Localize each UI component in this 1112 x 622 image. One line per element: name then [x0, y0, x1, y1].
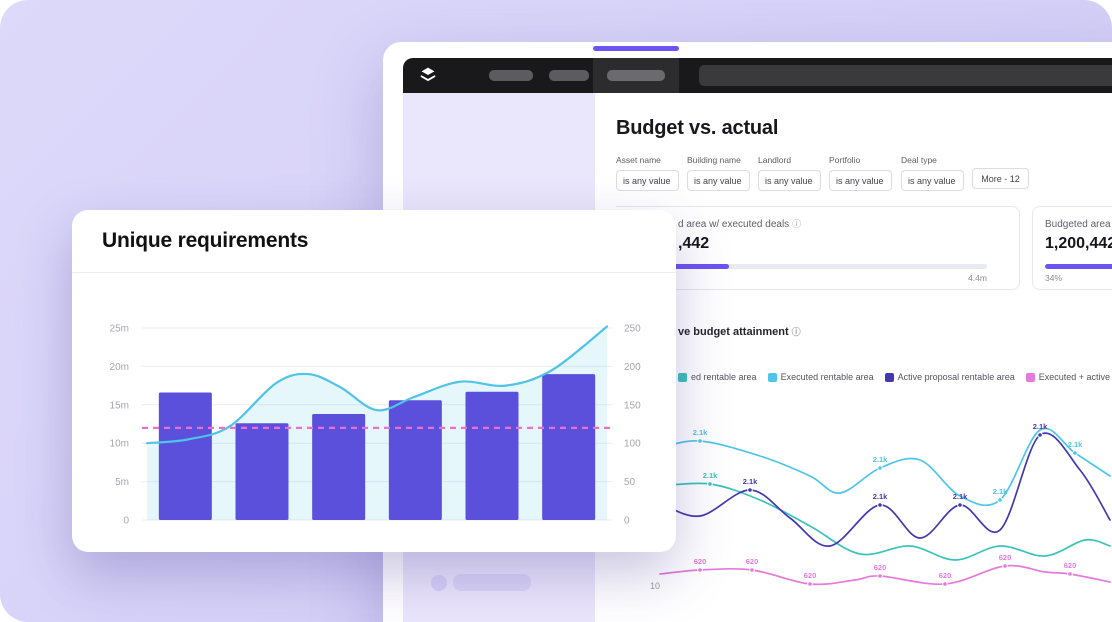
browser-tab-active[interactable] [593, 58, 679, 93]
legend-swatch [884, 372, 894, 382]
svg-text:620: 620 [804, 571, 817, 580]
svg-text:15m: 15m [110, 400, 129, 411]
sidebar-user-placeholder [453, 574, 531, 591]
filter-asset-name: Asset name is any value [616, 155, 679, 191]
kpi-progress-note: 34% [1045, 273, 1063, 283]
browser-tab-2[interactable] [549, 70, 589, 81]
kpi-progress-fill [1045, 264, 1112, 269]
kpi-progress-track [648, 264, 987, 269]
filter-label: Asset name [616, 155, 661, 165]
page-title: Budget vs. actual [616, 117, 779, 139]
filter-value: is any value [908, 175, 956, 186]
legend-label: Executed + active [1038, 372, 1111, 382]
svg-text:2.1k: 2.1k [953, 492, 968, 501]
active-tab-indicator [593, 46, 679, 51]
kpi-progress-note: 4.4m [968, 273, 987, 283]
section-title: ve budget attainment ⓘ [678, 326, 801, 338]
filter-dropdown-portfolio[interactable]: is any value [829, 170, 892, 191]
kpi-card-executed-area: d area w/ executed deals ⓘ ,442 4.4m [616, 206, 1020, 290]
filter-label: Deal type [901, 155, 937, 165]
svg-text:620: 620 [746, 557, 759, 566]
svg-text:2.1k: 2.1k [743, 477, 758, 486]
kpi-progress-fill [648, 264, 730, 269]
budget-attainment-chart: 102.1k2.1k2.1k2.1k2.1k2.1k2.1k2.1k2.1k2.… [650, 422, 1111, 591]
unique-requirements-chart: 0 0 5m 50 10m 100 15m 150 20m 200 25m 250 [110, 324, 642, 527]
filter-value: is any value [694, 175, 742, 186]
filter-label: Portfolio [829, 155, 861, 165]
svg-text:620: 620 [999, 553, 1012, 562]
svg-text:150: 150 [624, 400, 641, 411]
svg-text:2.1k: 2.1k [693, 428, 708, 437]
svg-text:2.1k: 2.1k [873, 455, 888, 464]
svg-text:50: 50 [624, 477, 636, 488]
legend-swatch [767, 372, 777, 382]
filter-deal-type: Deal type is any value [901, 155, 964, 191]
svg-text:250: 250 [624, 324, 641, 335]
svg-text:620: 620 [939, 571, 952, 580]
app-body: Budget vs. actual Asset name is any valu… [403, 93, 1112, 622]
svg-text:20m: 20m [110, 362, 129, 373]
kpi-label: d area w/ executed deals ⓘ [678, 219, 802, 230]
svg-text:5m: 5m [115, 477, 129, 488]
svg-text:620: 620 [874, 563, 887, 572]
legend-item[interactable]: Executed rentable area [767, 372, 874, 382]
browser-chrome [403, 58, 1112, 93]
svg-text:0: 0 [123, 516, 129, 527]
svg-text:25m: 25m [110, 324, 129, 335]
svg-text:100: 100 [624, 439, 641, 450]
legend-swatch [678, 372, 687, 382]
filter-dropdown-deal-type[interactable]: is any value [901, 170, 964, 191]
svg-text:620: 620 [694, 557, 707, 566]
legend-item[interactable]: ed rentable area [678, 372, 757, 382]
legend-label: Active proposal rentable area [897, 372, 1015, 382]
card-header: Unique requirements [72, 210, 676, 273]
svg-text:2.1k: 2.1k [1068, 440, 1083, 449]
card-title: Unique requirements [102, 229, 309, 252]
legend-item[interactable]: Active proposal rentable area [884, 372, 1015, 382]
filter-landlord: Landlord is any value [758, 155, 821, 191]
dashboard-main: Budget vs. actual Asset name is any valu… [595, 93, 1112, 622]
filter-dropdown-building-name[interactable]: is any value [687, 170, 750, 191]
app-logo-layers-icon [417, 64, 439, 86]
kpi-card-budgeted-area: Budgeted areaⓘ 1,200,442 34% [1032, 206, 1112, 290]
legend-label: ed rentable area [691, 372, 757, 382]
svg-text:620: 620 [1064, 561, 1077, 570]
info-icon[interactable]: ⓘ [792, 219, 802, 229]
svg-text:2.1k: 2.1k [1033, 422, 1048, 431]
svg-text:2.1k: 2.1k [873, 492, 888, 501]
more-filters-button[interactable]: More - 12 [972, 168, 1029, 189]
svg-text:0: 0 [624, 516, 630, 527]
filter-dropdown-asset-name[interactable]: is any value [616, 170, 679, 191]
kpi-progress-track [1045, 264, 1112, 269]
legend-item[interactable]: Executed + active [1025, 372, 1111, 382]
filter-dropdown-landlord[interactable]: is any value [758, 170, 821, 191]
kpi-value: 1,200,442 [1045, 235, 1112, 252]
filter-value: is any value [623, 175, 671, 186]
svg-text:2.1k: 2.1k [703, 471, 718, 480]
browser-tab-1[interactable] [489, 70, 533, 81]
svg-text:10m: 10m [110, 439, 129, 450]
browser-tab-active-label-placeholder [607, 70, 665, 81]
svg-text:200: 200 [624, 362, 641, 373]
browser-window: Budget vs. actual Asset name is any valu… [383, 42, 1112, 622]
filter-label: Landlord [758, 155, 792, 165]
legend-swatch [1025, 372, 1035, 382]
filter-portfolio: Portfolio is any value [829, 155, 892, 191]
kpi-label: Budgeted areaⓘ [1045, 219, 1111, 230]
svg-text:10: 10 [650, 581, 660, 591]
unique-requirements-card: Unique requirements 0 0 5m 50 10m 100 15m 150 20… [72, 210, 676, 552]
filter-label: Building name [687, 155, 741, 165]
avatar[interactable] [431, 575, 447, 591]
filter-building-name: Building name is any value [687, 155, 750, 191]
address-bar[interactable] [699, 65, 1112, 86]
chart-legend: ed rentable area Executed rentable area … [678, 372, 1110, 382]
svg-text:2.1k: 2.1k [993, 487, 1008, 496]
kpi-value: ,442 [678, 235, 710, 252]
info-icon[interactable]: ⓘ [791, 327, 801, 337]
filter-value: is any value [836, 175, 884, 186]
legend-label: Executed rentable area [780, 372, 874, 382]
filter-value: is any value [765, 175, 813, 186]
